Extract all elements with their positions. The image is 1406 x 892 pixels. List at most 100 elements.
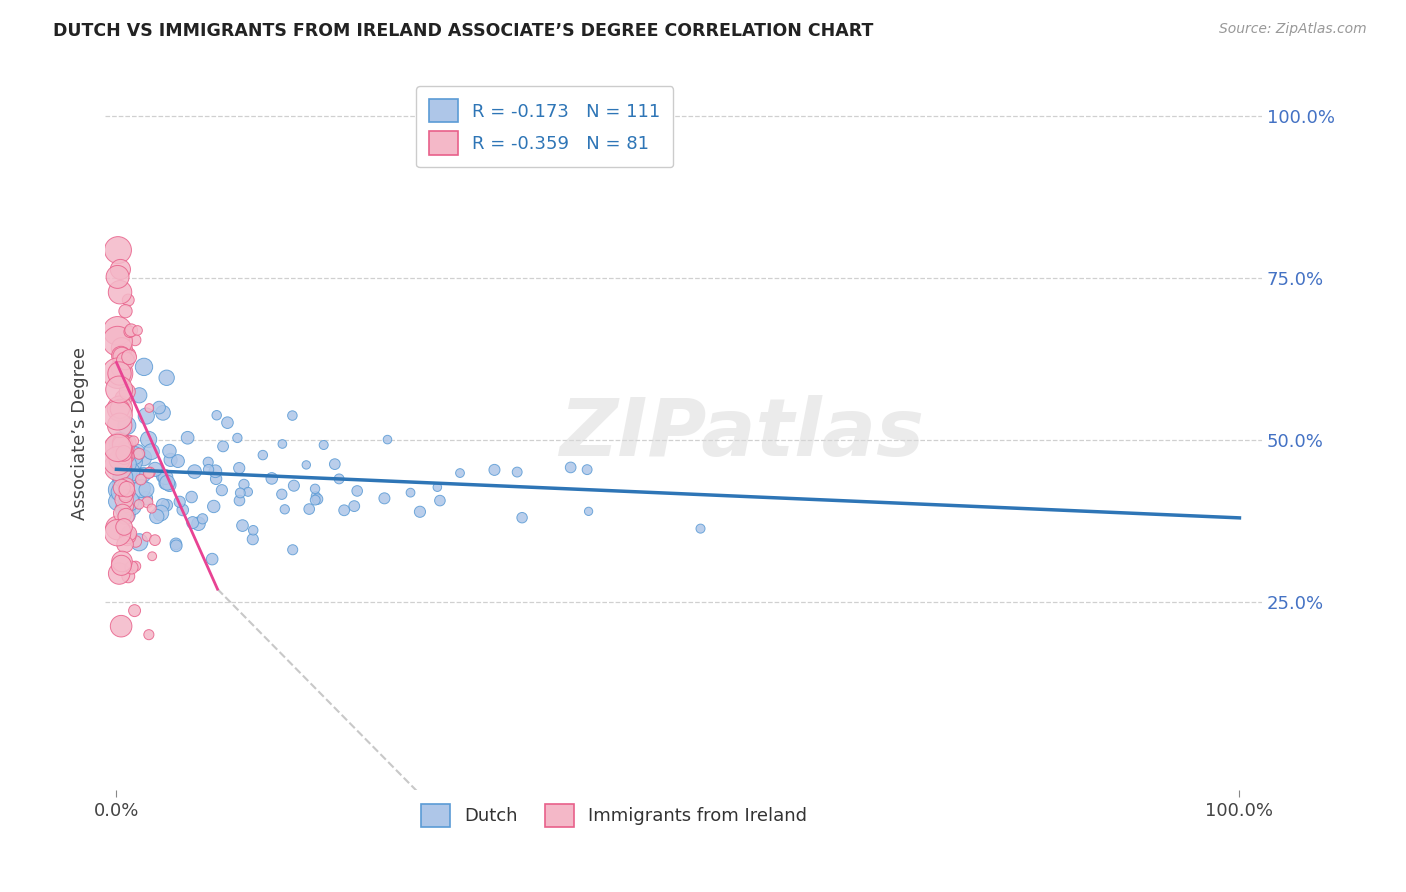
Point: [152, 498, 174, 512]
Point: [148, 401, 170, 415]
Point: [149, 506, 172, 520]
Point: [115, 442, 138, 456]
Point: [138, 628, 160, 642]
Point: [127, 323, 149, 337]
Point: [346, 483, 368, 498]
Point: [211, 483, 233, 498]
Point: [125, 468, 148, 483]
Point: [152, 406, 174, 420]
Point: [108, 440, 131, 454]
Point: [118, 484, 141, 499]
Point: [107, 366, 129, 380]
Point: [138, 466, 160, 480]
Point: [242, 532, 264, 546]
Point: [426, 480, 449, 494]
Point: [226, 431, 249, 445]
Point: [204, 464, 226, 478]
Point: [111, 554, 134, 568]
Point: [108, 383, 131, 397]
Legend: Dutch, Immigrants from Ireland: Dutch, Immigrants from Ireland: [413, 797, 814, 834]
Point: [172, 503, 194, 517]
Point: [281, 542, 304, 557]
Point: [252, 448, 274, 462]
Point: [236, 484, 259, 499]
Point: [156, 498, 179, 512]
Point: [115, 486, 138, 500]
Point: [165, 539, 187, 553]
Point: [128, 447, 150, 461]
Point: [231, 518, 253, 533]
Point: [165, 537, 187, 551]
Point: [283, 479, 305, 493]
Point: [132, 450, 155, 465]
Point: [155, 470, 177, 484]
Point: [510, 510, 533, 524]
Point: [107, 269, 129, 284]
Point: [181, 516, 204, 530]
Point: [212, 439, 235, 453]
Point: [271, 437, 294, 451]
Point: [108, 401, 131, 416]
Point: [135, 483, 157, 497]
Point: [217, 416, 239, 430]
Point: [121, 499, 143, 513]
Point: [108, 566, 131, 581]
Point: [449, 466, 471, 480]
Point: [202, 500, 225, 514]
Point: [201, 552, 224, 566]
Point: [141, 501, 163, 516]
Point: [124, 604, 146, 618]
Point: [506, 465, 529, 479]
Point: [114, 437, 136, 451]
Point: [111, 470, 134, 484]
Point: [112, 392, 135, 406]
Point: [117, 529, 139, 543]
Point: [108, 285, 131, 300]
Point: [107, 243, 129, 257]
Point: [114, 354, 136, 368]
Point: [108, 418, 131, 433]
Point: [122, 467, 145, 482]
Point: [233, 477, 256, 491]
Point: [118, 350, 141, 364]
Point: [176, 431, 198, 445]
Point: [114, 502, 136, 516]
Point: [107, 409, 129, 423]
Point: [114, 304, 136, 318]
Point: [689, 522, 711, 536]
Text: ZIPatlas: ZIPatlas: [560, 394, 924, 473]
Point: [242, 523, 264, 537]
Point: [108, 401, 131, 416]
Point: [125, 559, 148, 574]
Point: [111, 481, 134, 495]
Point: [111, 341, 134, 355]
Point: [312, 438, 335, 452]
Point: [132, 467, 155, 482]
Point: [108, 483, 131, 497]
Point: [125, 534, 148, 549]
Point: [138, 433, 160, 447]
Point: [128, 388, 150, 402]
Point: [107, 521, 129, 535]
Point: [107, 441, 129, 455]
Point: [167, 454, 190, 468]
Point: [328, 472, 350, 486]
Point: [159, 453, 181, 467]
Point: [107, 459, 129, 474]
Point: [304, 482, 326, 496]
Point: [121, 560, 143, 574]
Point: [155, 475, 177, 490]
Point: [183, 465, 205, 479]
Point: [112, 449, 135, 463]
Point: [112, 520, 135, 534]
Point: [128, 497, 150, 511]
Point: [108, 367, 131, 381]
Point: [118, 434, 141, 449]
Point: [111, 349, 134, 363]
Point: [146, 509, 169, 524]
Point: [107, 324, 129, 338]
Point: [118, 526, 141, 541]
Point: [180, 490, 202, 504]
Point: [117, 500, 139, 514]
Point: [110, 558, 132, 573]
